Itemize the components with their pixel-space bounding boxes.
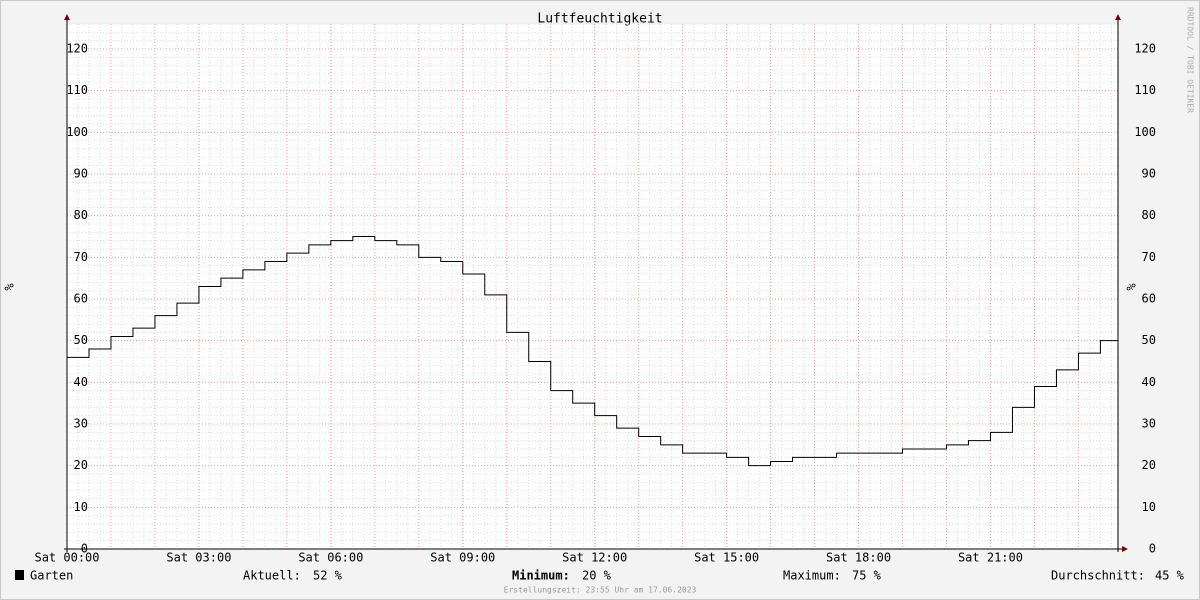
y-tick-label: 60 xyxy=(74,292,88,306)
x-tick-label: Sat 03:00 xyxy=(166,551,231,565)
footer: Erstellungszeit: 23:55 Uhr am 17.06.2023 xyxy=(504,586,697,595)
y2-tick-label: 100 xyxy=(1134,125,1156,139)
y-tick-label: 110 xyxy=(66,83,88,97)
x-tick-label: Sat 06:00 xyxy=(298,551,363,565)
chart-title: Luftfeuchtigkeit xyxy=(537,12,662,27)
legend-swatch xyxy=(15,570,24,580)
y-tick-label: 20 xyxy=(74,458,88,472)
y2-tick-label: 120 xyxy=(1134,42,1156,56)
y2-axis-label: % xyxy=(1125,283,1139,291)
y-tick-label: 70 xyxy=(74,250,88,264)
y-tick-label: 90 xyxy=(74,167,88,181)
y-tick-label: 80 xyxy=(74,208,88,222)
y2-tick-label: 90 xyxy=(1142,167,1156,181)
series-line xyxy=(67,236,1119,467)
x-tick-label: Sat 09:00 xyxy=(430,551,495,565)
x-tick-label: Sat 21:00 xyxy=(958,551,1023,565)
arrow xyxy=(64,14,70,20)
x-tick-label: Sat 15:00 xyxy=(694,551,759,565)
y-tick-label: 100 xyxy=(66,125,88,139)
y2-tick-label: 0 xyxy=(1149,542,1156,556)
x-tick-label: Sat 12:00 xyxy=(562,551,627,565)
y2-tick-label: 20 xyxy=(1142,458,1156,472)
stat-label: Minimum: xyxy=(512,569,570,583)
y-tick-label: 30 xyxy=(74,417,88,431)
y-tick-label: 120 xyxy=(66,42,88,56)
stat-label: Durchschnitt: xyxy=(1051,569,1145,583)
y2-tick-label: 60 xyxy=(1142,292,1156,306)
stat-value: 75 % xyxy=(852,569,882,583)
stat-value: 20 % xyxy=(582,569,612,583)
y-tick-label: 40 xyxy=(74,375,88,389)
x-tick-label: Sat 18:00 xyxy=(826,551,891,565)
y2-tick-label: 70 xyxy=(1142,250,1156,264)
y2-tick-label: 80 xyxy=(1142,208,1156,222)
y-tick-label: 10 xyxy=(74,500,88,514)
y2-tick-label: 30 xyxy=(1142,417,1156,431)
y2-tick-label: 50 xyxy=(1142,333,1156,347)
y-axis-label: % xyxy=(3,283,17,291)
y2-tick-label: 40 xyxy=(1142,375,1156,389)
arrow xyxy=(1122,546,1128,552)
y2-tick-label: 110 xyxy=(1134,83,1156,97)
watermark: RRDTOOL / TOBI OETIKER xyxy=(1186,7,1195,113)
stat-value: 45 % xyxy=(1155,569,1185,583)
stat-label: Maximum: xyxy=(783,569,841,583)
x-tick-label: Sat 00:00 xyxy=(34,551,99,565)
stat-label: Aktuell: xyxy=(243,569,301,583)
plot-area xyxy=(67,24,1118,549)
y-tick-label: 50 xyxy=(74,333,88,347)
y2-tick-label: 10 xyxy=(1142,500,1156,514)
arrow xyxy=(1115,14,1121,20)
legend-label: Garten xyxy=(30,569,73,583)
stat-value: 52 % xyxy=(313,569,343,583)
